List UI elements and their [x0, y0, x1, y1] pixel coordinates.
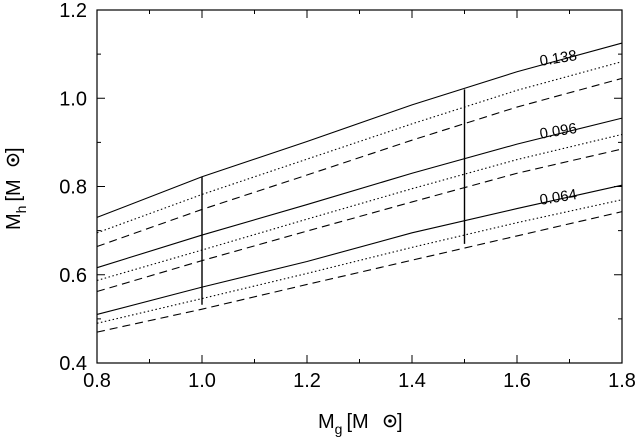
x-tick-label: 1.4 [398, 370, 426, 392]
y-axis-sun-symbol [6, 153, 20, 167]
curve-0.138-solid [96, 42, 623, 218]
y-axis-label: Mh [M [3, 179, 29, 230]
curve-0.096-solid [96, 117, 623, 269]
x-axis-label-main: M [318, 411, 335, 433]
curve-0.138-dotted [96, 61, 623, 234]
vertical-segments [201, 89, 466, 305]
x-axis-label-unit: [M [346, 411, 368, 433]
curve-label-0.064: 0.064 [538, 186, 578, 209]
y-tick-label: 0.6 [59, 265, 87, 287]
curve-0.138-dashed [96, 77, 623, 248]
y-tick-label: 1.2 [59, 0, 87, 22]
plot-frame [96, 9, 623, 364]
curve-0.096-dashed [96, 148, 623, 293]
y-tick-label: 0.8 [59, 177, 87, 199]
tick-labels: 0.8 1.0 1.2 1.4 1.6 1.8 0.4 0.6 0.8 1.0 1.2 [59, 0, 636, 392]
x-tick-label: 1.6 [503, 370, 531, 392]
x-axis-label-sub: g [335, 421, 343, 437]
y-axis-label-close: ] [3, 147, 25, 153]
y-axis-label-unit: [M [3, 179, 25, 201]
x-axis-sun-symbol [383, 414, 397, 428]
curve-label-0.096: 0.096 [538, 120, 578, 143]
y-tick-label: 1.0 [59, 88, 87, 110]
x-axis-label: Mg [M [318, 411, 369, 437]
x-tick-label: 0.8 [83, 370, 111, 392]
x-tick-label: 1.2 [293, 370, 321, 392]
curve-0.064-solid [96, 184, 623, 315]
curve-0.064-dashed [96, 211, 623, 333]
y-axis-label-sub: h [13, 206, 29, 214]
x-axis-label-close: ] [397, 411, 403, 433]
curve-0.096-dotted [96, 133, 623, 282]
y-axis-label-main: M [3, 213, 25, 230]
x-tick-label: 1.0 [188, 370, 216, 392]
y-axis-label-group: Mh [M ] [3, 147, 29, 230]
x-tick-label: 1.8 [608, 370, 636, 392]
curves [96, 42, 623, 333]
curve-label-0.138: 0.138 [538, 47, 578, 70]
curve-labels: 0.138 0.096 0.064 [538, 47, 578, 209]
y-tick-label: 0.4 [59, 353, 87, 375]
